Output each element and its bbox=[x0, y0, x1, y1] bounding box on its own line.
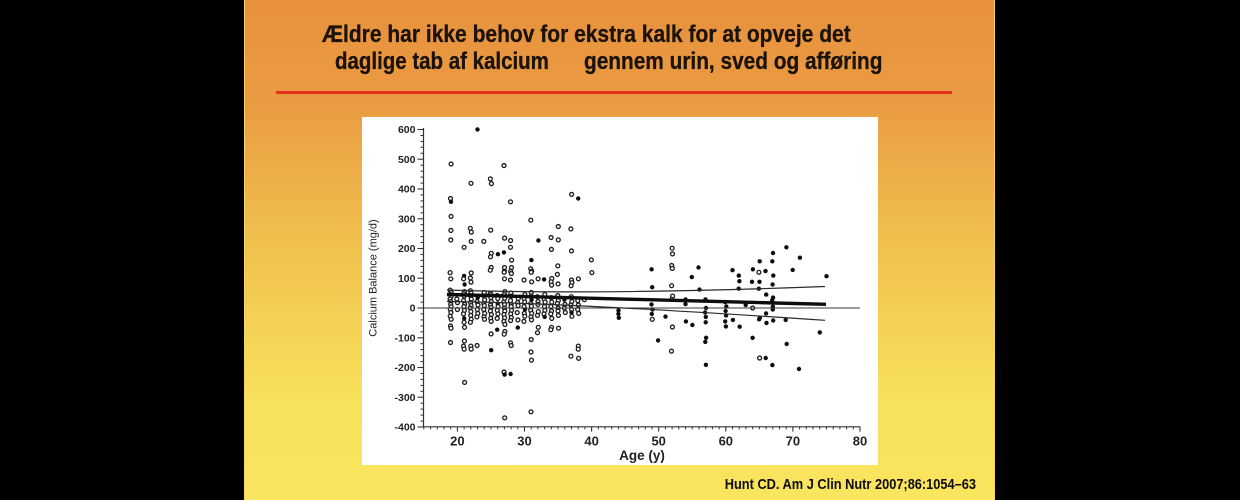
svg-text:Age (y): Age (y) bbox=[619, 448, 665, 463]
svg-text:-400: -400 bbox=[394, 422, 415, 434]
svg-text:70: 70 bbox=[786, 434, 800, 449]
svg-text:Calcium Balance (mg/d): Calcium Balance (mg/d) bbox=[368, 219, 380, 336]
svg-text:-200: -200 bbox=[394, 362, 415, 374]
svg-text:30: 30 bbox=[517, 434, 531, 449]
svg-text:-300: -300 bbox=[394, 392, 415, 404]
svg-text:0: 0 bbox=[410, 303, 416, 315]
svg-text:500: 500 bbox=[398, 154, 416, 166]
svg-text:300: 300 bbox=[398, 213, 416, 225]
svg-text:20: 20 bbox=[450, 434, 464, 449]
svg-text:600: 600 bbox=[398, 124, 416, 136]
svg-text:400: 400 bbox=[398, 184, 416, 196]
svg-text:200: 200 bbox=[398, 243, 416, 255]
svg-text:100: 100 bbox=[398, 273, 416, 285]
svg-text:60: 60 bbox=[719, 434, 733, 449]
svg-text:50: 50 bbox=[651, 434, 665, 449]
svg-text:40: 40 bbox=[584, 434, 598, 449]
svg-text:80: 80 bbox=[853, 434, 867, 449]
svg-text:-100: -100 bbox=[394, 332, 415, 344]
